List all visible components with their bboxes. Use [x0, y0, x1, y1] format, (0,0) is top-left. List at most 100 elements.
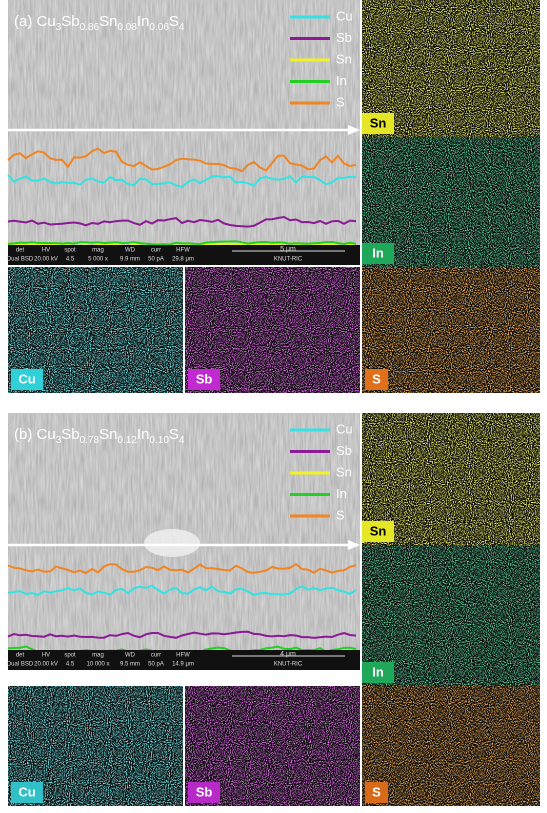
- scan-profile: [7, 584, 357, 597]
- info-header: WD: [125, 653, 136, 659]
- info-header: HFW: [176, 653, 190, 659]
- info-value: 20.00 kV: [34, 257, 58, 263]
- legend-label: Cu: [336, 8, 353, 23]
- legend-label: S: [336, 94, 345, 109]
- info-value: 10 000 x: [86, 662, 109, 668]
- info-value: 20.00 kV: [34, 662, 58, 668]
- legend-label: Cu: [336, 421, 353, 436]
- title-part: S: [169, 13, 179, 30]
- title-subscript: 3: [56, 22, 62, 33]
- map-label-box: [365, 369, 388, 390]
- panel-title: (b) Cu3Sb0.78Sn0.12In0.10S4: [14, 426, 185, 446]
- info-header: HV: [42, 248, 50, 254]
- info-header: curr: [151, 653, 161, 659]
- map-label-box: [188, 782, 220, 803]
- scan-profile: [7, 562, 357, 575]
- map-label: Sn: [370, 115, 387, 130]
- map-label: S: [372, 371, 381, 386]
- eds-map: [362, 267, 540, 393]
- info-header: mag: [92, 653, 104, 659]
- map-label: Cu: [18, 784, 35, 799]
- scan-arrow: [348, 125, 360, 135]
- scale-label: 4 μm: [280, 651, 296, 658]
- lab-label: KNUT-RIC: [274, 662, 303, 668]
- scan-profile: [7, 630, 357, 639]
- eds-map: [362, 686, 540, 806]
- legend-label: Sn: [336, 464, 352, 479]
- map-label: Sb: [196, 784, 213, 799]
- map-label-box: [365, 782, 388, 803]
- info-header: mag: [92, 248, 104, 254]
- map-label: Sn: [370, 523, 387, 538]
- title-subscript: 0.12: [117, 435, 137, 446]
- map-label: S: [372, 784, 381, 799]
- title-subscript: 4: [179, 22, 185, 33]
- map-label-box: [188, 369, 220, 390]
- map-label-box: [362, 243, 394, 264]
- info-header: HFW: [176, 248, 190, 254]
- legend-label: S: [336, 507, 345, 522]
- title-subscript: 0.86: [80, 22, 100, 33]
- panel-title: (a) Cu3Sb0.86Sn0.08In0.06S4: [14, 13, 185, 33]
- info-header: spot: [64, 653, 76, 659]
- info-value: Dual BSD: [7, 257, 34, 263]
- map-label-box: [362, 521, 394, 542]
- particle: [144, 529, 200, 557]
- info-header: det: [16, 653, 25, 659]
- info-value: 50 pA: [148, 662, 164, 668]
- legend-label: Sb: [336, 30, 352, 45]
- info-header: HV: [42, 653, 50, 659]
- info-bar: [8, 650, 360, 670]
- info-header: WD: [125, 248, 136, 254]
- title-subscript: 0.78: [80, 435, 100, 446]
- info-bar: [8, 245, 360, 265]
- title-part: Sn: [99, 426, 117, 443]
- title-part: Sn: [99, 13, 117, 30]
- map-label-box: [11, 782, 43, 803]
- scan-arrow: [348, 540, 360, 550]
- map-label: Sb: [196, 371, 213, 386]
- legend-label: In: [336, 73, 347, 88]
- title-part: In: [137, 426, 150, 443]
- info-value: 4.5: [66, 662, 75, 668]
- title-subscript: 4: [179, 435, 185, 446]
- title-subscript: 0.06: [149, 22, 169, 33]
- map-label: In: [372, 245, 384, 260]
- title-part: In: [137, 13, 150, 30]
- title-subscript: 0.08: [117, 22, 137, 33]
- title-subscript: 3: [56, 435, 62, 446]
- scan-profile: [7, 147, 357, 173]
- title-part: Sb: [61, 426, 79, 443]
- info-value: 29.8 μm: [172, 257, 194, 263]
- info-header: spot: [64, 248, 76, 254]
- legend-label: In: [336, 486, 347, 501]
- info-value: 14.9 μm: [172, 662, 194, 668]
- title-part: (a) Cu: [14, 13, 56, 30]
- title-part: S: [169, 426, 179, 443]
- panel: (a) Cu3Sb0.86Sn0.08In0.06S4CuSbSnInSdetD…: [7, 0, 540, 393]
- info-value: Dual BSD: [7, 662, 34, 668]
- scan-profile: [7, 240, 357, 246]
- legend-label: Sn: [336, 51, 352, 66]
- scan-profile: [7, 215, 357, 228]
- scan-profile: [7, 174, 357, 188]
- title-part: (b) Cu: [14, 426, 56, 443]
- map-label: In: [372, 664, 384, 679]
- info-header: det: [16, 248, 25, 254]
- title-subscript: 0.10: [149, 435, 169, 446]
- map-label-box: [362, 113, 394, 134]
- scale-label: 5 μm: [280, 246, 296, 253]
- map-label-box: [362, 662, 394, 683]
- map-label-box: [11, 369, 43, 390]
- title-part: Sb: [61, 13, 79, 30]
- legend-label: Sb: [336, 443, 352, 458]
- panel: (b) Cu3Sb0.78Sn0.12In0.10S4CuSbSnInSdetD…: [7, 413, 540, 806]
- map-label: Cu: [18, 371, 35, 386]
- lab-label: KNUT-RIC: [274, 257, 303, 263]
- info-value: 4.5: [66, 257, 75, 263]
- info-value: 5 000 x: [88, 257, 108, 263]
- info-value: 50 pA: [148, 257, 164, 263]
- info-value: 9.5 mm: [120, 662, 140, 668]
- info-header: curr: [151, 248, 161, 254]
